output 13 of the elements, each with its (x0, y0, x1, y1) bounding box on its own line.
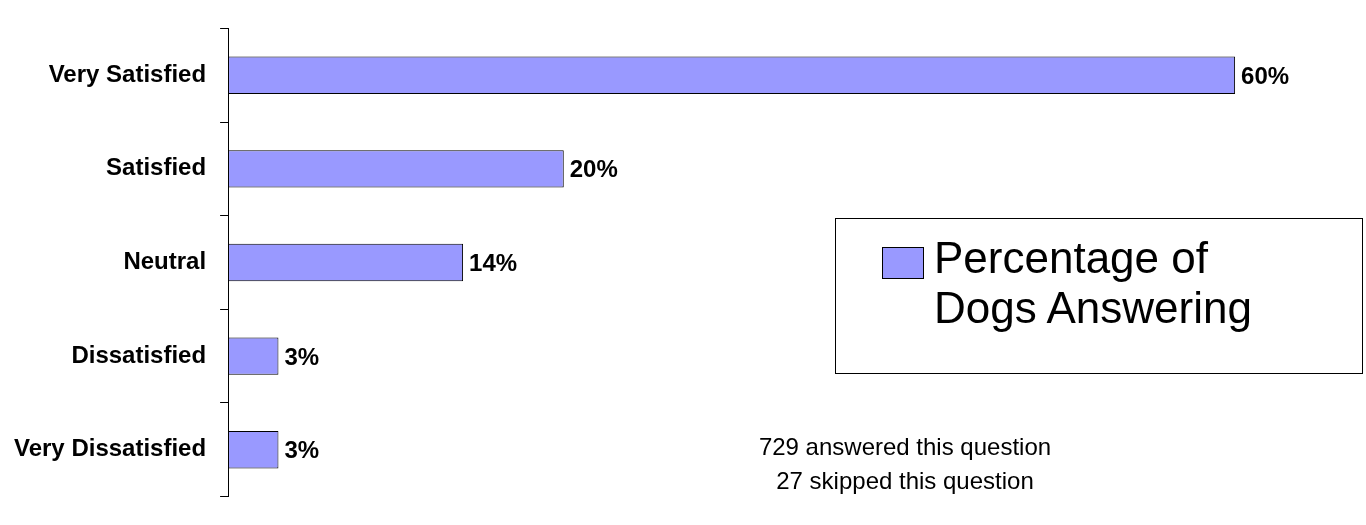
y-tick-label: Neutral (123, 247, 207, 275)
y-tick-label: Satisfied (106, 153, 207, 181)
data-label: 60% (1241, 61, 1290, 89)
data-label: 3% (284, 436, 320, 464)
y-tick-label: Very Satisfied (48, 59, 207, 87)
annotation: 729 answered this question (757, 432, 1053, 462)
legend-label: Percentage of Dogs Answering (934, 233, 1253, 333)
y-tick-label: Very Dissatisfied (14, 434, 207, 462)
y-tick-label: Dissatisfied (71, 340, 207, 368)
data-label: 20% (569, 155, 618, 183)
annotation: 27 skipped this question (775, 466, 1035, 496)
data-label: 14% (469, 249, 518, 277)
data-label: 3% (284, 342, 320, 370)
